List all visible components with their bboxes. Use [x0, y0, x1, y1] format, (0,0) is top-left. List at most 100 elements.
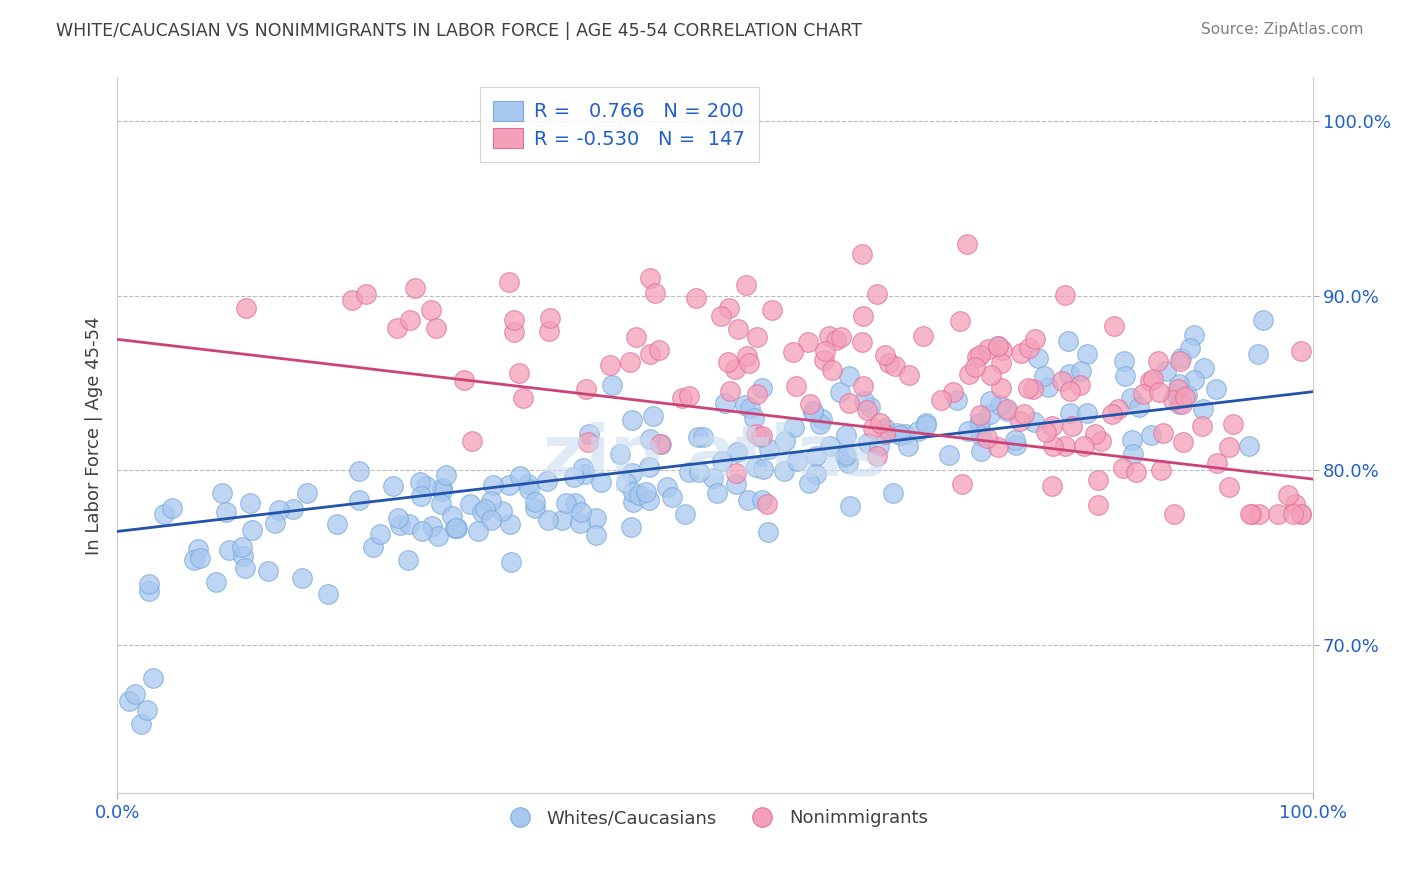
Nonimmigrants [830, 329, 852, 343]
Nonimmigrants [813, 352, 835, 367]
Whites/Caucasians [688, 465, 710, 479]
Whites/Caucasians [956, 424, 979, 438]
Nonimmigrants [718, 384, 741, 398]
Nonimmigrants [498, 275, 520, 289]
Nonimmigrants [995, 402, 1018, 417]
Nonimmigrants [1289, 507, 1312, 521]
Whites/Caucasians [897, 438, 920, 452]
Nonimmigrants [956, 237, 979, 252]
Nonimmigrants [619, 355, 641, 369]
Text: Source: ZipAtlas.com: Source: ZipAtlas.com [1201, 22, 1364, 37]
Whites/Caucasians [1173, 391, 1195, 405]
Whites/Caucasians [773, 434, 796, 449]
Nonimmigrants [575, 382, 598, 396]
Whites/Caucasians [1005, 438, 1028, 452]
Nonimmigrants [873, 348, 896, 362]
Whites/Caucasians [988, 398, 1011, 412]
Whites/Caucasians [907, 424, 929, 438]
Whites/Caucasians [589, 475, 612, 490]
Whites/Caucasians [389, 518, 412, 533]
Whites/Caucasians [614, 476, 637, 491]
Nonimmigrants [404, 281, 426, 295]
Whites/Caucasians [634, 485, 657, 500]
Whites/Caucasians [1164, 386, 1187, 401]
Nonimmigrants [1112, 461, 1135, 475]
Whites/Caucasians [1059, 405, 1081, 419]
Whites/Caucasians [318, 587, 340, 601]
Nonimmigrants [1101, 407, 1123, 421]
Nonimmigrants [1171, 397, 1194, 411]
Whites/Caucasians [1119, 391, 1142, 405]
Nonimmigrants [385, 321, 408, 335]
Nonimmigrants [1218, 440, 1240, 454]
Nonimmigrants [235, 301, 257, 315]
Whites/Caucasians [838, 368, 860, 383]
Nonimmigrants [1142, 372, 1164, 386]
Whites/Caucasians [124, 687, 146, 701]
Nonimmigrants [1069, 377, 1091, 392]
Nonimmigrants [877, 356, 900, 370]
Whites/Caucasians [686, 430, 709, 444]
Whites/Caucasians [1170, 351, 1192, 365]
Nonimmigrants [799, 397, 821, 411]
Nonimmigrants [883, 359, 905, 373]
Nonimmigrants [1218, 480, 1240, 494]
Nonimmigrants [797, 334, 820, 349]
Whites/Caucasians [620, 520, 643, 534]
Whites/Caucasians [621, 495, 644, 509]
Whites/Caucasians [620, 412, 643, 426]
Nonimmigrants [851, 335, 873, 350]
Nonimmigrants [644, 285, 666, 300]
Whites/Caucasians [118, 694, 141, 708]
Nonimmigrants [648, 343, 671, 357]
Nonimmigrants [814, 343, 837, 358]
Whites/Caucasians [347, 492, 370, 507]
Whites/Caucasians [706, 485, 728, 500]
Whites/Caucasians [491, 504, 513, 518]
Nonimmigrants [875, 427, 897, 442]
Nonimmigrants [1018, 341, 1040, 355]
Whites/Caucasians [1175, 388, 1198, 402]
Nonimmigrants [1277, 488, 1299, 502]
Nonimmigrants [852, 379, 875, 393]
Nonimmigrants [1050, 374, 1073, 388]
Whites/Caucasians [420, 519, 443, 533]
Whites/Caucasians [914, 416, 936, 430]
Whites/Caucasians [1191, 401, 1213, 416]
Whites/Caucasians [853, 394, 876, 409]
Nonimmigrants [1087, 498, 1109, 512]
Whites/Caucasians [1182, 327, 1205, 342]
Whites/Caucasians [152, 508, 174, 522]
Nonimmigrants [862, 421, 884, 435]
Nonimmigrants [717, 355, 740, 369]
Nonimmigrants [1042, 418, 1064, 433]
Whites/Caucasians [1139, 427, 1161, 442]
Whites/Caucasians [643, 409, 665, 423]
Whites/Caucasians [411, 524, 433, 538]
Nonimmigrants [1241, 507, 1264, 521]
Whites/Caucasians [657, 480, 679, 494]
Whites/Caucasians [889, 428, 911, 442]
Nonimmigrants [987, 339, 1010, 353]
Nonimmigrants [735, 349, 758, 363]
Nonimmigrants [898, 368, 921, 382]
Whites/Caucasians [740, 401, 762, 415]
Nonimmigrants [1152, 425, 1174, 440]
Whites/Caucasians [894, 427, 917, 442]
Whites/Caucasians [295, 485, 318, 500]
Nonimmigrants [1247, 507, 1270, 521]
Whites/Caucasians [758, 442, 780, 457]
Whites/Caucasians [347, 464, 370, 478]
Whites/Caucasians [799, 475, 821, 490]
Whites/Caucasians [572, 460, 595, 475]
Nonimmigrants [1267, 507, 1289, 521]
Whites/Caucasians [368, 526, 391, 541]
Whites/Caucasians [1168, 376, 1191, 391]
Whites/Caucasians [673, 507, 696, 521]
Whites/Caucasians [979, 407, 1001, 421]
Whites/Caucasians [751, 462, 773, 476]
Whites/Caucasians [1168, 397, 1191, 411]
Whites/Caucasians [138, 583, 160, 598]
Nonimmigrants [969, 409, 991, 423]
Whites/Caucasians [969, 417, 991, 431]
